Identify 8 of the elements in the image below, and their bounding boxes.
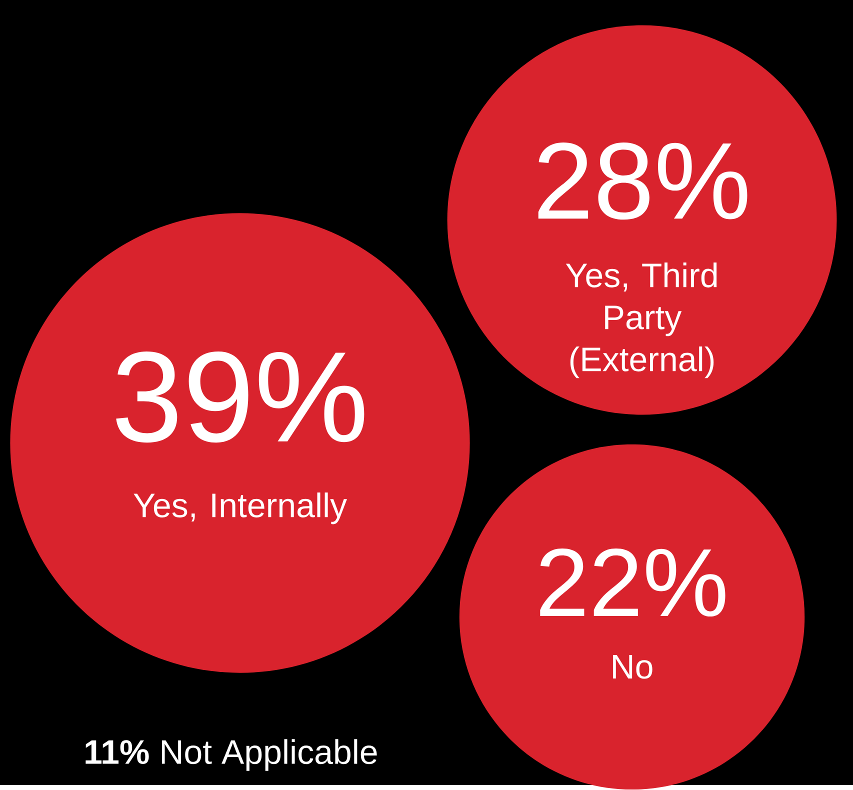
data-label: 22% (540, 548, 726, 617)
data-label: 28% (538, 142, 748, 220)
category-label: No (613, 655, 652, 679)
category-label: Yes, Internally (134, 492, 348, 524)
category-label: Yes, Third Party (External) (566, 262, 717, 378)
category-label: Not Applicable (162, 739, 377, 772)
data-label: 11% (86, 740, 149, 764)
data-label: 39% (116, 352, 364, 443)
